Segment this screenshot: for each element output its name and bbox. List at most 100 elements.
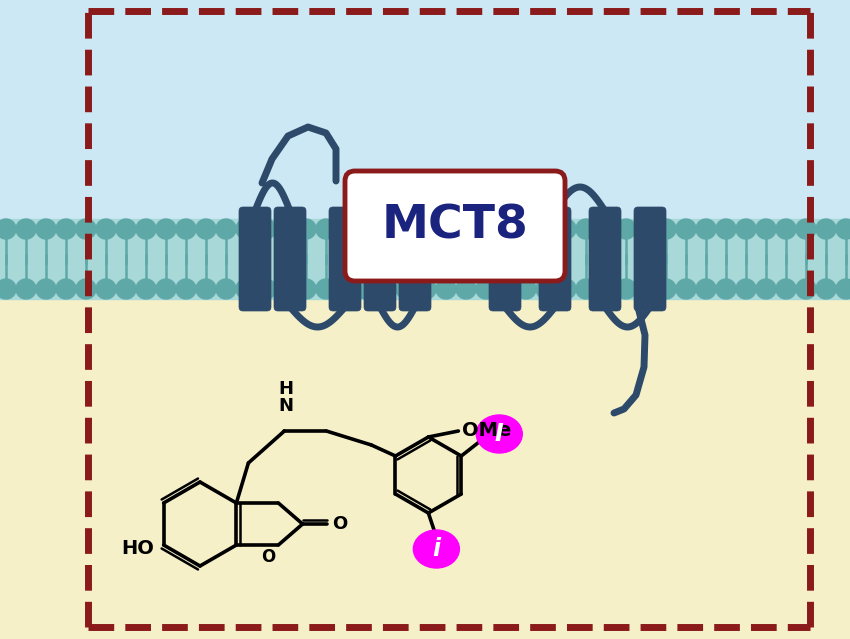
Circle shape <box>596 219 616 239</box>
Text: OMe: OMe <box>462 422 512 440</box>
Text: O: O <box>332 515 348 533</box>
Circle shape <box>776 279 796 299</box>
FancyBboxPatch shape <box>634 207 666 311</box>
Circle shape <box>356 219 376 239</box>
Text: O: O <box>261 548 275 566</box>
Bar <box>0 219 850 299</box>
Circle shape <box>536 219 556 239</box>
Circle shape <box>496 279 516 299</box>
Text: HO: HO <box>121 539 154 558</box>
Circle shape <box>216 279 236 299</box>
Bar <box>0 0 850 289</box>
Circle shape <box>136 279 156 299</box>
Circle shape <box>496 219 516 239</box>
Circle shape <box>776 219 796 239</box>
Text: i: i <box>433 537 440 561</box>
Circle shape <box>676 279 696 299</box>
Circle shape <box>836 279 850 299</box>
Circle shape <box>476 279 496 299</box>
Circle shape <box>816 219 836 239</box>
FancyBboxPatch shape <box>239 207 271 311</box>
Circle shape <box>476 219 496 239</box>
Circle shape <box>196 279 216 299</box>
Circle shape <box>416 219 436 239</box>
Text: H
N: H N <box>279 380 294 415</box>
Circle shape <box>216 219 236 239</box>
FancyBboxPatch shape <box>274 207 306 311</box>
Circle shape <box>416 279 436 299</box>
Circle shape <box>196 219 216 239</box>
Circle shape <box>676 219 696 239</box>
Circle shape <box>0 219 16 239</box>
Circle shape <box>456 279 476 299</box>
Circle shape <box>616 279 636 299</box>
Circle shape <box>836 219 850 239</box>
Circle shape <box>456 219 476 239</box>
Circle shape <box>796 219 816 239</box>
Circle shape <box>716 279 736 299</box>
Circle shape <box>436 279 456 299</box>
Circle shape <box>656 219 676 239</box>
Circle shape <box>296 279 316 299</box>
Circle shape <box>36 279 56 299</box>
Circle shape <box>176 219 196 239</box>
Circle shape <box>716 219 736 239</box>
Circle shape <box>376 279 396 299</box>
Circle shape <box>296 219 316 239</box>
Circle shape <box>756 219 776 239</box>
Circle shape <box>736 219 756 239</box>
Circle shape <box>736 279 756 299</box>
Circle shape <box>256 279 276 299</box>
Circle shape <box>136 219 156 239</box>
Circle shape <box>656 279 676 299</box>
Circle shape <box>0 279 16 299</box>
Circle shape <box>576 219 596 239</box>
Circle shape <box>336 279 356 299</box>
Circle shape <box>756 279 776 299</box>
Circle shape <box>96 279 116 299</box>
FancyBboxPatch shape <box>364 207 396 311</box>
Circle shape <box>156 279 176 299</box>
FancyBboxPatch shape <box>329 207 361 311</box>
Circle shape <box>96 219 116 239</box>
Circle shape <box>616 219 636 239</box>
Bar <box>0 289 850 639</box>
FancyBboxPatch shape <box>399 207 431 311</box>
Circle shape <box>696 279 716 299</box>
Circle shape <box>796 279 816 299</box>
Circle shape <box>276 279 296 299</box>
Circle shape <box>396 219 416 239</box>
Circle shape <box>256 219 276 239</box>
Text: I: I <box>495 422 504 446</box>
FancyBboxPatch shape <box>345 171 565 281</box>
Circle shape <box>36 219 56 239</box>
Circle shape <box>576 279 596 299</box>
Circle shape <box>336 219 356 239</box>
Circle shape <box>396 279 416 299</box>
Circle shape <box>516 219 536 239</box>
Circle shape <box>556 279 576 299</box>
Circle shape <box>276 219 296 239</box>
Ellipse shape <box>476 415 522 453</box>
Circle shape <box>636 279 656 299</box>
FancyBboxPatch shape <box>539 207 571 311</box>
Circle shape <box>16 219 36 239</box>
Circle shape <box>596 279 616 299</box>
Circle shape <box>696 219 716 239</box>
Circle shape <box>56 219 76 239</box>
Circle shape <box>76 279 96 299</box>
Circle shape <box>116 219 136 239</box>
Circle shape <box>536 279 556 299</box>
FancyBboxPatch shape <box>489 207 521 311</box>
Circle shape <box>516 279 536 299</box>
Circle shape <box>16 279 36 299</box>
Circle shape <box>116 279 136 299</box>
Circle shape <box>236 279 256 299</box>
FancyBboxPatch shape <box>589 207 621 311</box>
Text: MCT8: MCT8 <box>382 203 529 249</box>
Circle shape <box>376 219 396 239</box>
Circle shape <box>156 219 176 239</box>
Circle shape <box>316 279 336 299</box>
Circle shape <box>436 219 456 239</box>
Circle shape <box>816 279 836 299</box>
